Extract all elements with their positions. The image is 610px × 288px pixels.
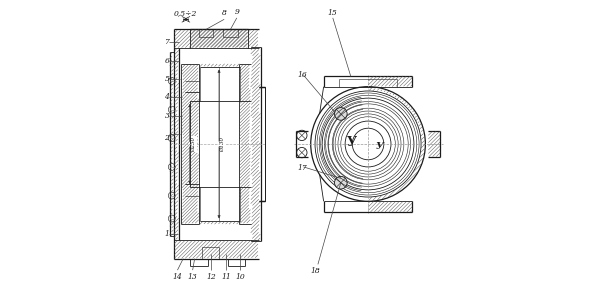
Text: 9: 9 xyxy=(234,8,239,16)
Text: 14: 14 xyxy=(173,273,182,281)
Text: 6: 6 xyxy=(165,57,170,65)
Text: 4: 4 xyxy=(165,93,170,101)
Bar xyxy=(259,87,265,201)
Text: 16: 16 xyxy=(297,71,307,79)
Text: 7: 7 xyxy=(165,38,170,46)
Text: 3: 3 xyxy=(165,113,170,120)
Text: 12: 12 xyxy=(206,273,216,281)
Text: 17: 17 xyxy=(297,164,307,172)
Circle shape xyxy=(334,108,347,120)
Text: Ø250: Ø250 xyxy=(191,137,196,151)
Text: У: У xyxy=(376,142,384,151)
Text: 15: 15 xyxy=(328,9,338,17)
Text: 5: 5 xyxy=(165,75,170,83)
Text: У: У xyxy=(347,136,357,149)
Text: 8: 8 xyxy=(222,9,226,17)
Text: 0,5÷2: 0,5÷2 xyxy=(173,9,197,17)
Text: 13: 13 xyxy=(188,273,198,281)
Text: Ø130: Ø130 xyxy=(220,137,226,151)
Text: 18: 18 xyxy=(310,267,320,275)
Text: 2: 2 xyxy=(165,134,170,142)
Text: 1: 1 xyxy=(165,230,170,238)
Circle shape xyxy=(296,130,307,141)
Circle shape xyxy=(296,147,307,158)
Text: 10: 10 xyxy=(235,273,245,281)
Text: 11: 11 xyxy=(221,273,231,281)
Circle shape xyxy=(334,176,347,189)
